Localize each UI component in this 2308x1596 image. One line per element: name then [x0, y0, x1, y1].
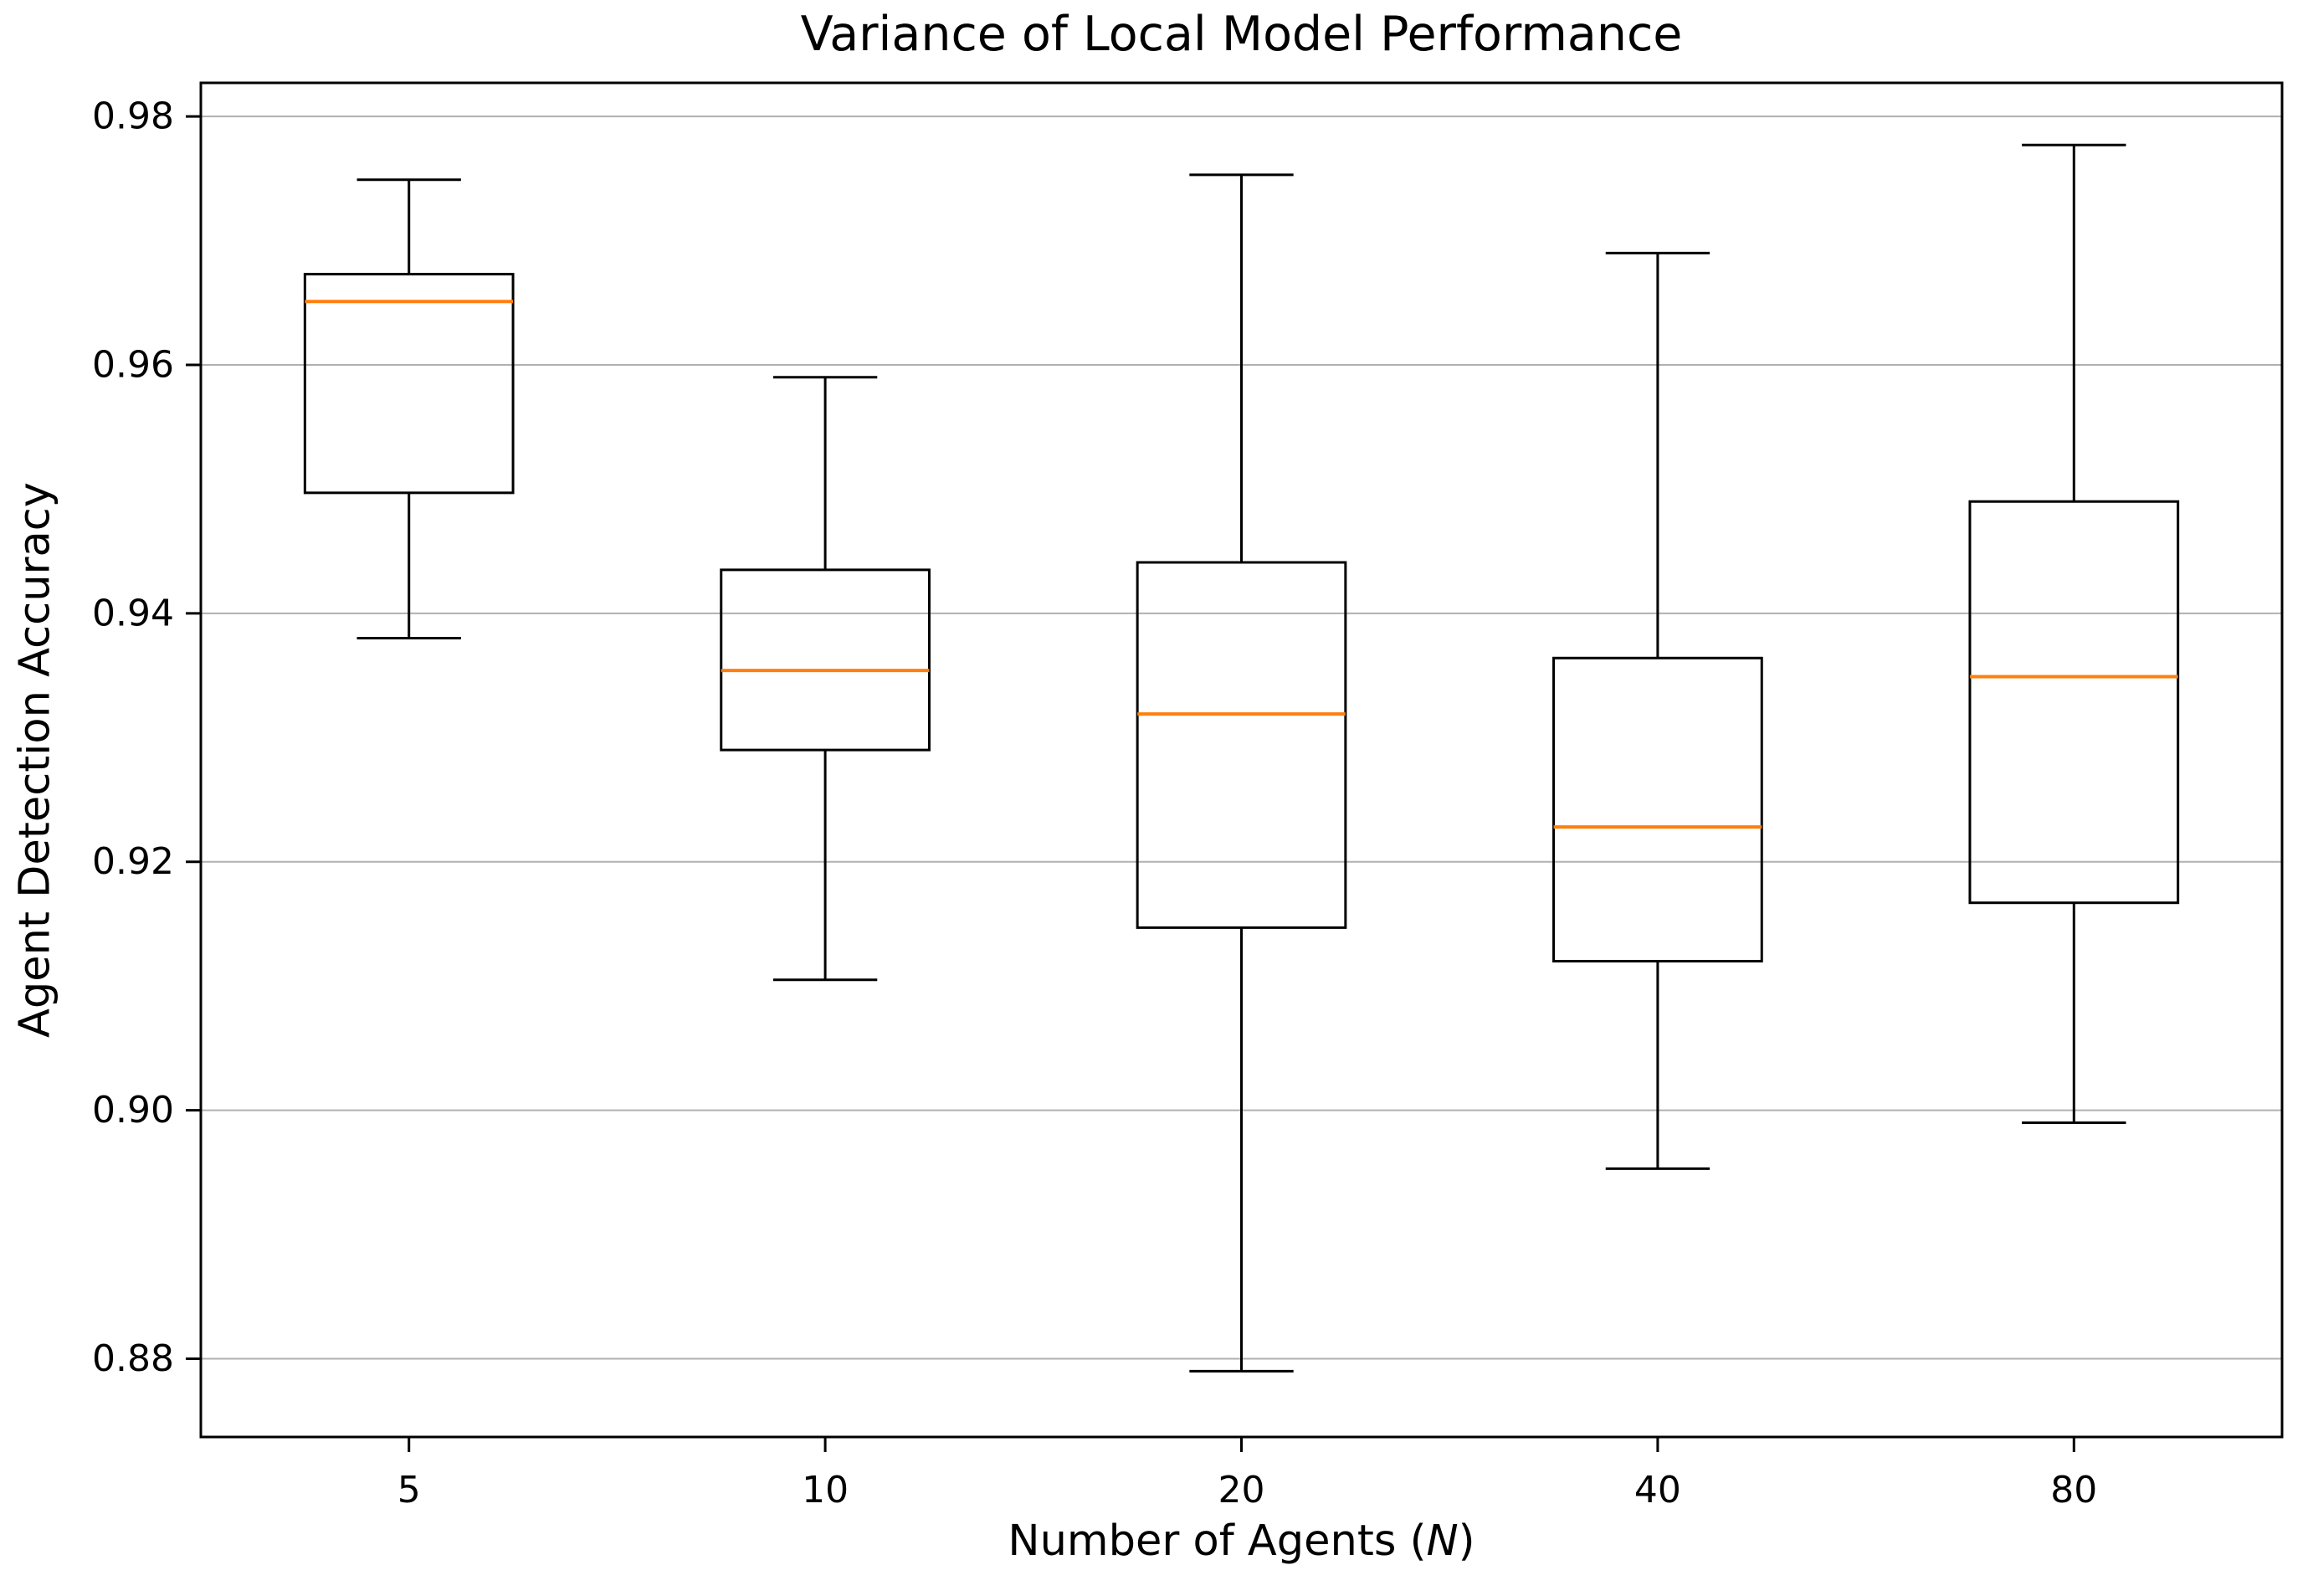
y-tick-label: 0.92 [92, 840, 174, 883]
y-tick-label: 0.96 [92, 343, 174, 386]
x-tick-label: 5 [397, 1469, 421, 1511]
x-tick-label: 40 [1634, 1469, 1681, 1511]
x-axis-label-prefix: Number of Agents ( [1008, 1516, 1427, 1566]
y-tick-label: 0.98 [92, 95, 174, 138]
iqr-box [1136, 561, 1347, 929]
y-tick-label: 0.88 [92, 1337, 174, 1380]
iqr-box [720, 568, 931, 752]
x-tick-label: 80 [2050, 1469, 2097, 1511]
y-tick-label: 0.90 [92, 1089, 174, 1132]
iqr-box [1968, 500, 2180, 905]
chart-title: Variance of Local Model Performance [800, 7, 1683, 62]
x-axis-label-variable: N [1426, 1516, 1459, 1566]
axes-frame [199, 81, 2284, 1439]
x-tick-label: 10 [802, 1469, 849, 1511]
x-axis-label: Number of Agents (N) [201, 1516, 2282, 1566]
iqr-box [1552, 656, 1763, 962]
x-tick-label: 20 [1218, 1469, 1265, 1511]
x-axis-label-suffix: ) [1458, 1516, 1475, 1566]
y-tick-label: 0.94 [92, 592, 174, 634]
iqr-box [303, 273, 515, 495]
